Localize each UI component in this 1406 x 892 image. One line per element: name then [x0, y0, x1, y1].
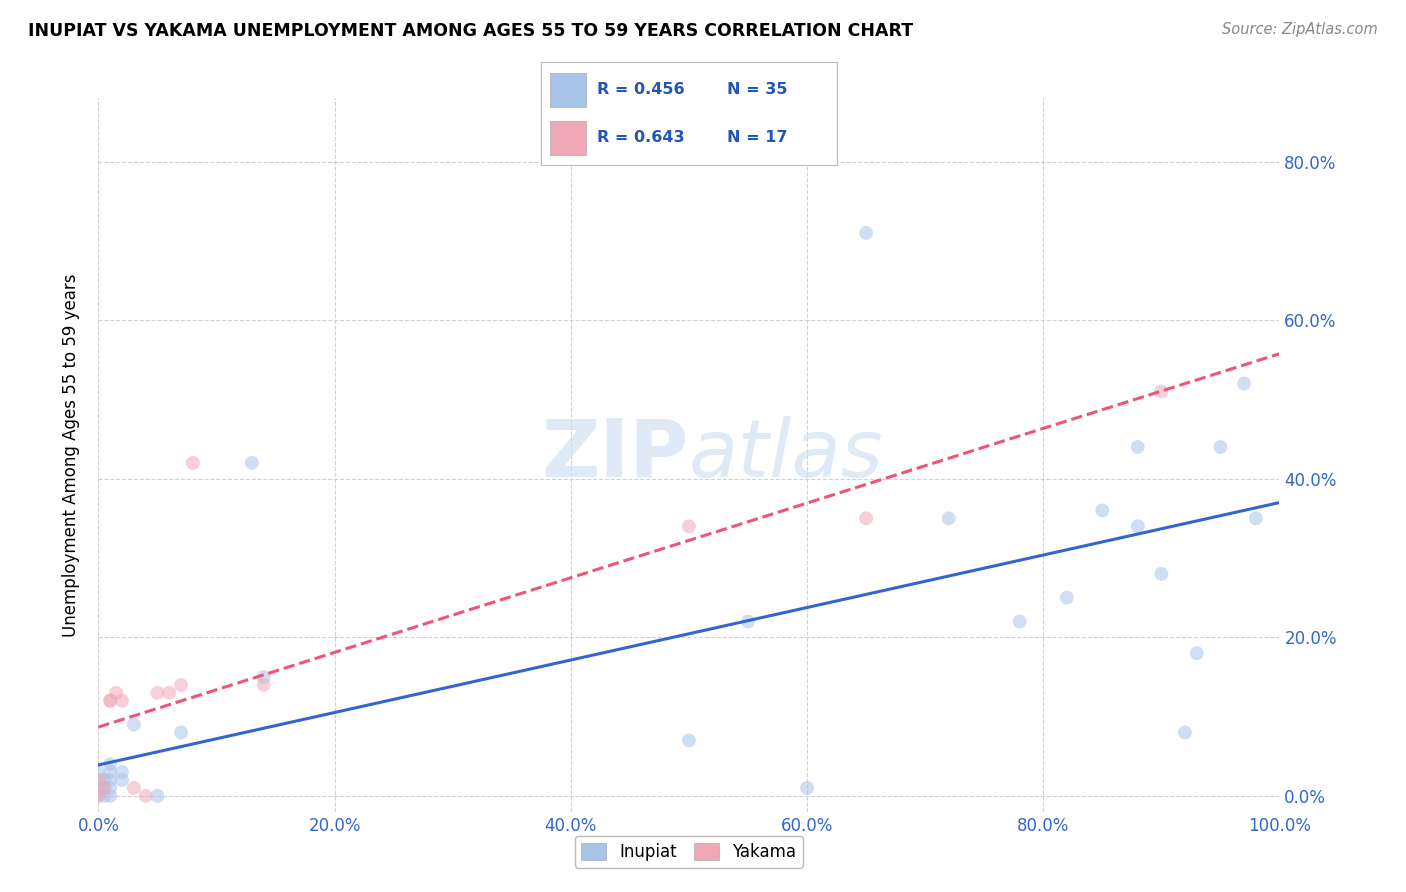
Point [87, 772, 110, 787]
Point [253, 678, 276, 692]
Text: R = 0.456: R = 0.456 [598, 82, 685, 97]
Y-axis label: Unemployment Among Ages 55 to 59 years: Unemployment Among Ages 55 to 59 years [62, 273, 80, 637]
Point [93, 780, 115, 795]
Point [855, 226, 877, 240]
Point [1126, 440, 1149, 454]
Point [253, 670, 276, 684]
Point [87, 772, 110, 787]
Point [1244, 511, 1267, 525]
Point [1150, 566, 1173, 581]
Point [93, 772, 115, 787]
Point [98, 765, 121, 780]
Point [1008, 615, 1031, 629]
Point [1056, 591, 1078, 605]
Point [1091, 503, 1114, 517]
FancyBboxPatch shape [550, 73, 586, 106]
Point [1150, 384, 1173, 399]
Point [98, 694, 121, 708]
Point [737, 615, 759, 629]
Point [146, 789, 169, 803]
Point [855, 511, 877, 525]
Point [796, 780, 818, 795]
Text: INUPIAT VS YAKAMA UNEMPLOYMENT AMONG AGES 55 TO 59 YEARS CORRELATION CHART: INUPIAT VS YAKAMA UNEMPLOYMENT AMONG AGE… [28, 22, 914, 40]
Point [678, 733, 700, 747]
Point [1233, 376, 1256, 391]
Point [93, 780, 115, 795]
Point [122, 717, 145, 731]
Text: Source: ZipAtlas.com: Source: ZipAtlas.com [1222, 22, 1378, 37]
Text: ZIP: ZIP [541, 416, 689, 494]
Point [678, 519, 700, 533]
Point [1209, 440, 1232, 454]
Point [1174, 725, 1197, 739]
Point [146, 686, 169, 700]
Point [181, 456, 204, 470]
Text: R = 0.643: R = 0.643 [598, 130, 685, 145]
Point [1126, 519, 1149, 533]
Point [98, 757, 121, 772]
Point [135, 789, 157, 803]
Point [87, 789, 110, 803]
Point [98, 772, 121, 787]
Point [240, 456, 263, 470]
Point [122, 780, 145, 795]
Legend: Inupiat, Yakama: Inupiat, Yakama [575, 836, 803, 868]
FancyBboxPatch shape [550, 121, 586, 155]
Point [157, 686, 180, 700]
Point [111, 772, 134, 787]
Text: atlas: atlas [689, 416, 884, 494]
Point [98, 694, 121, 708]
Point [87, 765, 110, 780]
Point [105, 686, 128, 700]
Point [170, 678, 193, 692]
Point [111, 765, 134, 780]
Text: N = 35: N = 35 [727, 82, 787, 97]
Point [111, 694, 134, 708]
Point [938, 511, 960, 525]
Point [87, 789, 110, 803]
Point [1185, 646, 1208, 660]
Point [87, 780, 110, 795]
Point [98, 789, 121, 803]
Point [93, 789, 115, 803]
Point [98, 780, 121, 795]
Text: N = 17: N = 17 [727, 130, 787, 145]
Point [170, 725, 193, 739]
